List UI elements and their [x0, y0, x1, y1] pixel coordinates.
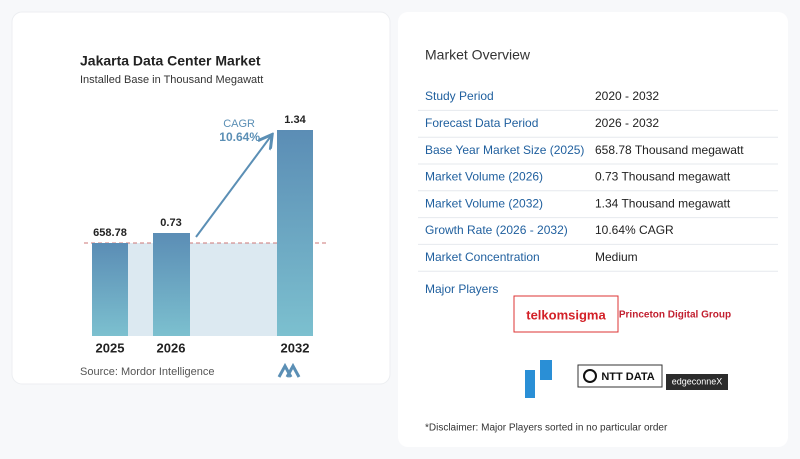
- row-value: 2026 - 2032: [595, 116, 659, 130]
- value-label: 0.73: [160, 217, 181, 229]
- brand-logo: [277, 362, 301, 378]
- value-label: 658.78: [93, 227, 127, 239]
- row-label: Forecast Data Period: [425, 116, 538, 130]
- bar: [92, 243, 128, 336]
- source: Source: Mordor Intelligence: [80, 366, 215, 378]
- x-label: 2026: [157, 340, 186, 355]
- row-label: Market Volume (2026): [425, 170, 543, 184]
- cagr-arrow: [195, 136, 271, 238]
- shade: [128, 243, 277, 336]
- player-logo: edgeconneX: [672, 376, 723, 386]
- row-value: 10.64% CAGR: [595, 223, 674, 237]
- row-value: 2020 - 2032: [595, 89, 659, 103]
- disclaimer: *Disclaimer: Major Players sorted in no …: [425, 423, 668, 434]
- overview-title: Market Overview: [425, 47, 531, 63]
- overview-card: [398, 12, 788, 447]
- player-logo: NTT DATA: [601, 371, 654, 383]
- logo-box: [577, 364, 663, 388]
- row-label: Market Concentration: [425, 250, 540, 264]
- x-label: 2025: [96, 340, 125, 355]
- row-value: Medium: [595, 250, 638, 264]
- value-label: 1.34: [284, 114, 306, 126]
- overview-rows: Study Period 2020 - 2032 Forecast Data Per…: [418, 89, 778, 272]
- players-title: Major Players: [425, 282, 498, 296]
- player-logo: telkomsigma: [526, 307, 606, 322]
- row-label: Base Year Market Size (2025): [425, 143, 584, 157]
- chart-subtitle: Installed Base in Thousand Megawatt: [80, 74, 263, 86]
- cagr-label: CAGR: [223, 118, 255, 130]
- logo-box: [518, 355, 560, 407]
- player-logo-mark: [525, 360, 552, 398]
- row-value: 658.78 Thousand megawatt: [595, 143, 744, 157]
- row-value: 1.34 Thousand megawatt: [595, 196, 731, 210]
- logo-circle: [583, 369, 597, 383]
- logo-box: [666, 374, 728, 390]
- cagr-value: 10.64%: [219, 130, 260, 144]
- player-logo: Princeton Digital Group: [619, 310, 731, 321]
- row-label: Growth Rate (2026 - 2032): [425, 223, 568, 237]
- row-label: Market Volume (2032): [425, 196, 543, 210]
- logo-box: [513, 295, 619, 333]
- chart-title: Jakarta Data Center Market: [80, 53, 261, 69]
- bar: [153, 233, 190, 336]
- row-label: Study Period: [425, 89, 494, 103]
- x-label: 2032: [281, 340, 310, 355]
- bar: [277, 130, 313, 336]
- row-value: 0.73 Thousand megawatt: [595, 170, 731, 184]
